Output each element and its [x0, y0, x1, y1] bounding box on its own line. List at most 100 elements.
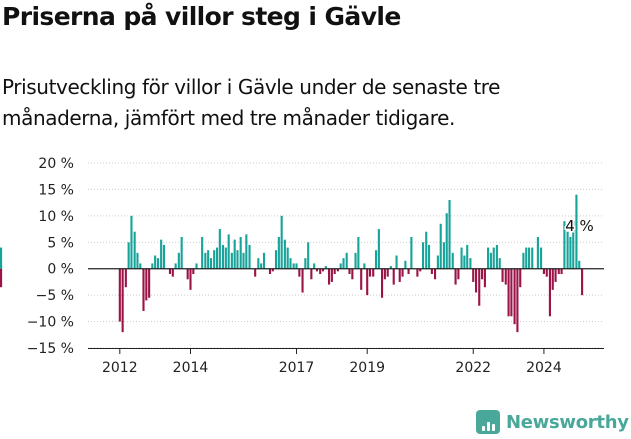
bar — [454, 268, 457, 285]
bar — [319, 268, 322, 274]
bar — [416, 268, 419, 277]
y-tick-label: 0 % — [47, 262, 74, 278]
bar — [421, 242, 425, 269]
x-tick-label: 2019 — [349, 360, 385, 376]
bar — [289, 258, 292, 269]
bar — [495, 244, 498, 269]
bar — [392, 268, 395, 285]
bar — [481, 268, 484, 280]
bar — [510, 268, 513, 317]
bar — [133, 231, 136, 269]
bar — [145, 268, 148, 301]
bar-chart-icon — [476, 410, 500, 434]
bar — [572, 221, 575, 269]
bar — [327, 268, 331, 285]
bar — [463, 255, 466, 269]
bar — [522, 252, 525, 269]
bar — [374, 250, 378, 269]
bar — [160, 239, 163, 269]
bar — [448, 200, 451, 269]
bar — [174, 263, 177, 269]
bar — [301, 268, 304, 293]
bar — [434, 268, 437, 280]
bar — [142, 268, 145, 311]
bar — [139, 263, 142, 269]
bar — [209, 258, 213, 269]
bar — [531, 247, 534, 269]
bar — [410, 237, 413, 269]
bar — [321, 268, 325, 272]
y-tick-label: −15 % — [27, 341, 74, 357]
bar — [336, 268, 339, 272]
bar — [389, 266, 392, 269]
bar — [227, 234, 230, 269]
bar — [262, 252, 266, 269]
bar — [551, 268, 554, 290]
bar — [310, 268, 313, 280]
bar — [260, 263, 263, 269]
bar — [348, 268, 351, 274]
bar — [360, 268, 363, 290]
bar — [513, 268, 516, 325]
bar — [354, 252, 357, 269]
bar — [504, 268, 507, 285]
bar — [201, 237, 204, 269]
bar — [168, 268, 172, 274]
bar — [257, 258, 260, 269]
axes — [88, 268, 604, 354]
bar — [268, 268, 272, 274]
bar — [578, 260, 581, 269]
bar — [218, 229, 221, 269]
bar — [351, 268, 354, 280]
bar — [366, 268, 369, 296]
bar — [339, 263, 342, 269]
bar — [333, 268, 336, 274]
bar — [280, 215, 283, 269]
bar — [372, 268, 375, 277]
bar — [345, 252, 348, 269]
bar — [357, 237, 360, 269]
bar — [121, 268, 124, 333]
bar — [207, 250, 210, 269]
bar — [542, 268, 545, 274]
x-tick-label: 2024 — [526, 360, 562, 376]
bar — [563, 221, 566, 269]
bar — [286, 247, 289, 269]
bar — [230, 252, 233, 269]
bar — [274, 250, 278, 269]
bar — [162, 244, 166, 269]
bar — [136, 252, 139, 269]
tick-labels: −15 % −10 % −5 % 0 % 5 % 10 % 15 % 20 % 2012 2014… — [27, 156, 596, 376]
y-tick-label: 15 % — [38, 182, 74, 198]
bar — [313, 263, 316, 269]
bar — [528, 247, 531, 269]
bar — [130, 215, 133, 269]
bar — [295, 263, 298, 269]
y-tick-label: 5 % — [47, 235, 74, 251]
bar — [566, 231, 569, 269]
bar — [487, 247, 490, 269]
y-tick-label: 10 % — [38, 209, 74, 225]
bar — [540, 247, 543, 269]
bar — [283, 239, 286, 269]
x-tick-label: 2017 — [279, 360, 315, 376]
bar — [498, 258, 501, 269]
bar — [516, 268, 519, 333]
bar — [224, 247, 227, 269]
bar — [151, 263, 154, 269]
bar — [451, 252, 454, 269]
bar — [401, 268, 404, 277]
bar — [236, 250, 239, 269]
bar — [466, 244, 469, 269]
bar — [315, 268, 319, 272]
bar — [307, 242, 310, 269]
chart-title: Priserna på villor steg i Gävle — [2, 2, 401, 31]
bar — [383, 268, 386, 280]
bar — [298, 268, 301, 277]
x-tick-label: 2012 — [102, 360, 138, 376]
bar — [489, 252, 492, 269]
bar — [386, 268, 389, 277]
bar — [271, 268, 274, 272]
chart-subtitle: Prisutveckling för villor i Gävle under … — [2, 75, 501, 130]
